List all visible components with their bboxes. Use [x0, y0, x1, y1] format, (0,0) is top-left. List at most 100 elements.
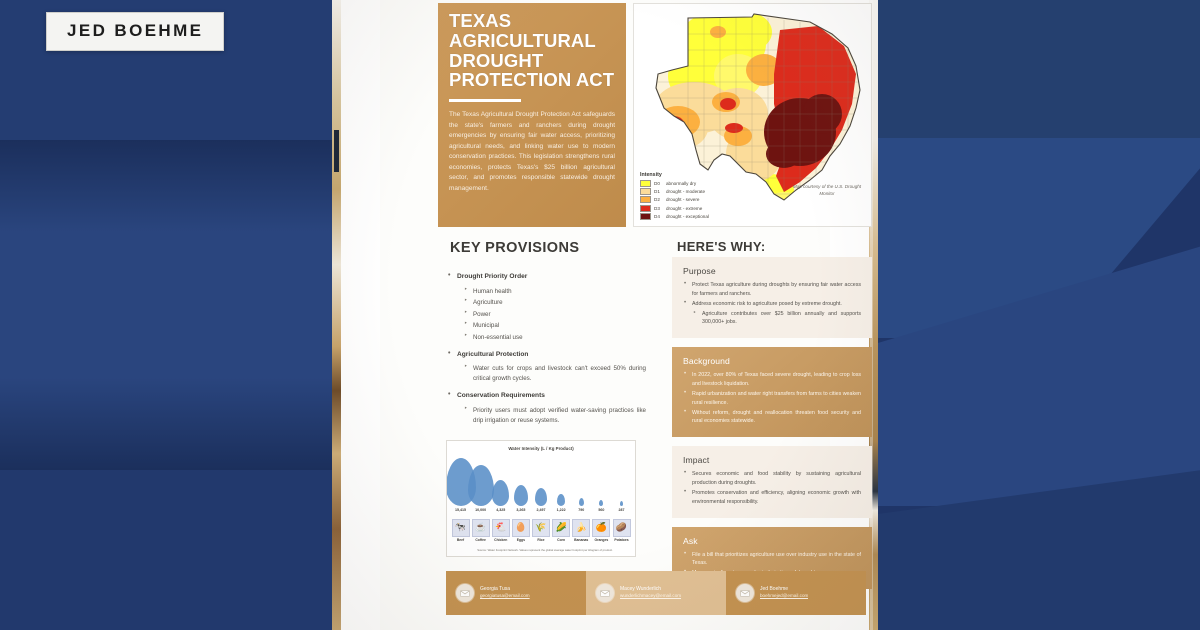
contact-card: Macey Wunderlich wunderlichmacey@email.c…	[586, 571, 726, 615]
photo-edge-left	[332, 0, 341, 630]
chart-category-label: Bananas	[574, 538, 589, 542]
texas-drought-map	[634, 4, 871, 226]
envelope-glyph	[460, 589, 470, 597]
chart-bar: 4,325	[491, 480, 510, 512]
egg-icon: 🥚	[511, 518, 530, 537]
list-item: Power	[464, 309, 646, 320]
list-item: Drought Priority Order Human health Agri…	[446, 271, 646, 343]
drought-map-card: Map courtesy of the U.S. Drought Monitor…	[633, 3, 872, 227]
card-purpose: Purpose Protect Texas agriculture during…	[672, 257, 872, 339]
chart-source-note: Source: Water Footprint Network. Values …	[477, 548, 613, 553]
provision-sublist: Water cuts for crops and livestock can't…	[464, 363, 646, 384]
droplet-shape	[513, 485, 528, 506]
contact-name: Macey Wunderlich	[620, 585, 662, 592]
droplet-shape	[620, 501, 623, 506]
contact-email[interactable]: boehmejed@email.com	[760, 593, 809, 599]
map-legend: Intensity D0 abnormally dry D1 drought -…	[640, 172, 709, 221]
contact-text: Macey Wunderlich wunderlichmacey@email.c…	[620, 586, 681, 600]
title-divider	[449, 99, 521, 103]
heres-why-heading: HERE'S WHY:	[677, 239, 766, 254]
contact-email[interactable]: wunderlichmacey@email.com	[620, 593, 682, 599]
card-bullet: Protect Texas agriculture during drought…	[683, 280, 861, 298]
legend-code: D0	[654, 181, 660, 187]
contact-card: Jed Boehme boehmejed@email.com	[726, 571, 866, 615]
chart-bar: 1,222	[552, 494, 571, 512]
card-title: Background	[683, 356, 730, 367]
envelope-icon	[736, 584, 754, 602]
texas-outline	[655, 13, 861, 201]
chart-category-label: Rice	[537, 538, 545, 542]
contact-text: Georgia Tusa georgiatusa@email.com	[480, 586, 530, 600]
card-impact: Impact Secures economic and food stabili…	[672, 446, 872, 518]
card-bullet: Address economic risk to agriculture pos…	[683, 299, 861, 309]
chart-category-label: Potatoes	[614, 538, 629, 542]
envelope-icon	[456, 584, 474, 602]
list-item: Human health	[464, 286, 646, 297]
chart-category: 🥚 Eggs	[511, 518, 530, 542]
contact-footer: Georgia Tusa georgiatusa@email.com Macey…	[446, 571, 866, 615]
legend-label: drought - exceptional	[666, 213, 709, 219]
chart-value-label: 287	[618, 508, 625, 512]
chart-category: 🐔 Chicken	[491, 518, 510, 542]
key-provisions-heading: KEY PROVISIONS	[450, 240, 580, 256]
background-shard-a	[878, 0, 1200, 142]
background-band-middle	[0, 140, 340, 470]
list-item: Municipal	[464, 320, 646, 331]
chart-bar: 3,265	[511, 485, 530, 512]
chart-category-icons: 🐄 Beef ☕ Coffee 🐔 Chicken 🥚 Eggs	[451, 515, 631, 542]
chart-category-label: Oranges	[594, 538, 609, 542]
chart-bar: 10,000	[467, 465, 494, 512]
droplet-shape	[578, 498, 584, 506]
chart-category-label: Chicken	[494, 538, 508, 542]
list-item: Conservation Requirements Priority users…	[446, 390, 646, 426]
poster-photo: TEXAS AGRICULTURAL DROUGHT PROTECTION AC…	[332, 0, 878, 630]
contact-email[interactable]: georgiatusa@email.com	[480, 593, 530, 599]
chart-category: 🌽 Corn	[552, 518, 571, 542]
chart-droplets: 15,415 10,000 4,325 3,265	[447, 450, 631, 512]
provision-title: Agricultural Protection	[446, 349, 646, 360]
card-subbullet: Agriculture contributes over $25 billion…	[683, 309, 861, 327]
lower-third-name-banner: JED BOEHME	[46, 12, 225, 51]
banana-icon: 🍌	[572, 518, 591, 537]
chart-value-label: 10,000	[475, 508, 487, 512]
page-title: TEXAS AGRICULTURAL DROUGHT PROTECTION AC…	[449, 10, 615, 91]
droplet-shape	[557, 494, 566, 506]
legend-swatch-d0	[640, 180, 651, 188]
list-item: Agriculture	[464, 297, 646, 308]
legend-code: D4	[654, 213, 660, 219]
card-title: Ask	[683, 535, 698, 546]
orange-icon: 🍊	[592, 518, 611, 537]
chart-category-label: Beef	[456, 538, 465, 542]
droplet-shape	[467, 465, 494, 506]
legend-swatch-d1	[640, 188, 651, 196]
card-bullet: In 2022, over 80% of Texas faced severe …	[683, 370, 861, 388]
chart-value-label: 4,325	[496, 508, 506, 512]
chart-value-label: 2,497	[536, 508, 546, 512]
chart-value-label: 790	[578, 508, 585, 512]
envelope-icon	[596, 584, 614, 602]
legend-item: D0 abnormally dry	[640, 180, 709, 188]
card-title: Purpose	[683, 266, 716, 276]
potato-icon: 🥔	[612, 518, 631, 537]
map-credit: Map courtesy of the U.S. Drought Monitor	[792, 184, 862, 197]
chart-value-label: 15,415	[455, 508, 466, 512]
provision-title: Drought Priority Order	[446, 271, 646, 282]
chart-category: 🍌 Bananas	[572, 518, 591, 542]
texas-map-svg	[655, 13, 861, 201]
corn-icon: 🌽	[552, 518, 571, 537]
legend-swatch-d3	[640, 204, 651, 212]
list-item: Agricultural Protection Water cuts for c…	[446, 349, 646, 385]
legend-item: D2 drought - severe	[640, 196, 709, 204]
chart-category-label: Coffee	[475, 538, 486, 542]
chart-bar: 15,415	[447, 458, 476, 512]
chart-bar: 287	[612, 501, 631, 512]
card-bullet: Promotes conservation and efficiency, al…	[683, 488, 861, 506]
contact-name: Georgia Tusa	[480, 585, 511, 592]
legend-label: drought - moderate	[666, 189, 706, 195]
poster-title-card: TEXAS AGRICULTURAL DROUGHT PROTECTION AC…	[438, 3, 626, 227]
legend-item: D4 drought - exceptional	[640, 212, 709, 220]
poster-intro-text: The Texas Agricultural Drought Protectio…	[449, 111, 615, 192]
envelope-glyph	[600, 589, 610, 597]
legend-label: drought - severe	[666, 197, 700, 203]
chart-bar: 2,497	[532, 488, 551, 512]
